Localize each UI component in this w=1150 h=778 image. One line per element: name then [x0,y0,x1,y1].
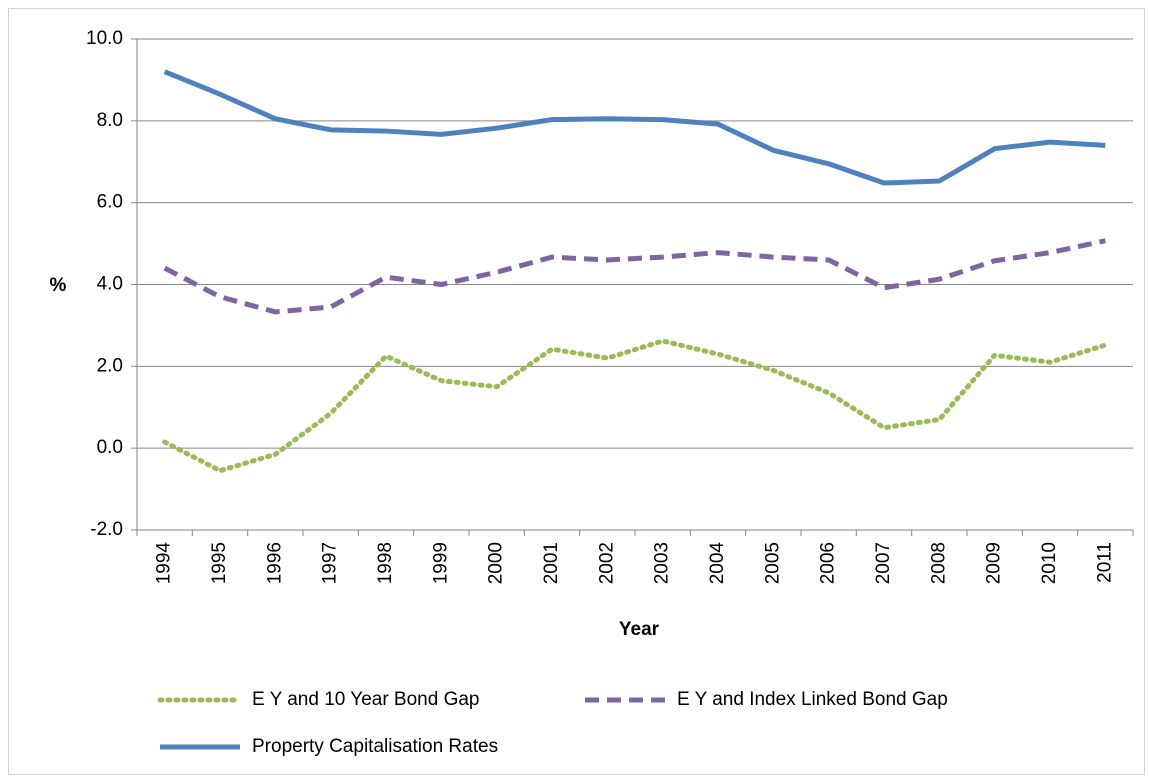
chart-border [8,8,1145,775]
y-tick-label: -2.0 [90,519,123,540]
x-tick-label: 2004 [707,542,728,585]
y-tick-label: 4.0 [97,274,123,295]
x-tick-label: 1995 [209,542,230,584]
x-tick-label: 2009 [984,542,1005,584]
x-tick-label: 1996 [264,542,285,584]
x-tick-label: 2003 [652,542,673,584]
x-tick-label: 2001 [541,542,562,584]
x-tick-label: 2005 [762,542,783,584]
x-tick-label: 1997 [320,542,341,584]
x-tick-label: 2007 [873,542,894,584]
x-tick-label: 2000 [486,542,507,584]
y-tick-label: 10.0 [86,28,123,49]
y-tick-label: 8.0 [97,110,123,131]
x-tick-label: 2010 [1039,542,1060,584]
x-tick-label: 1999 [430,542,451,584]
y-tick-label: 2.0 [97,355,123,376]
x-tick-label: 2006 [818,542,839,584]
series-line [163,69,1106,186]
x-axis-label: Year [619,619,660,640]
x-tick-label: 2002 [596,542,617,584]
x-tick-label: 1998 [375,542,396,584]
series-line [163,238,1106,315]
legend-label: E Y and 10 Year Bond Gap [252,689,480,710]
legend-label: E Y and Index Linked Bond Gap [677,689,948,710]
y-tick-label: 6.0 [97,192,123,213]
legend-label: Property Capitalisation Rates [252,736,498,757]
series-line [162,338,1108,474]
x-tick-label: 2008 [928,542,949,584]
y-tick-label: 0.0 [97,437,123,458]
y-axis-label: % [50,275,67,296]
x-tick-label: 2011 [1094,542,1115,583]
x-tick-label: 1994 [154,542,175,585]
